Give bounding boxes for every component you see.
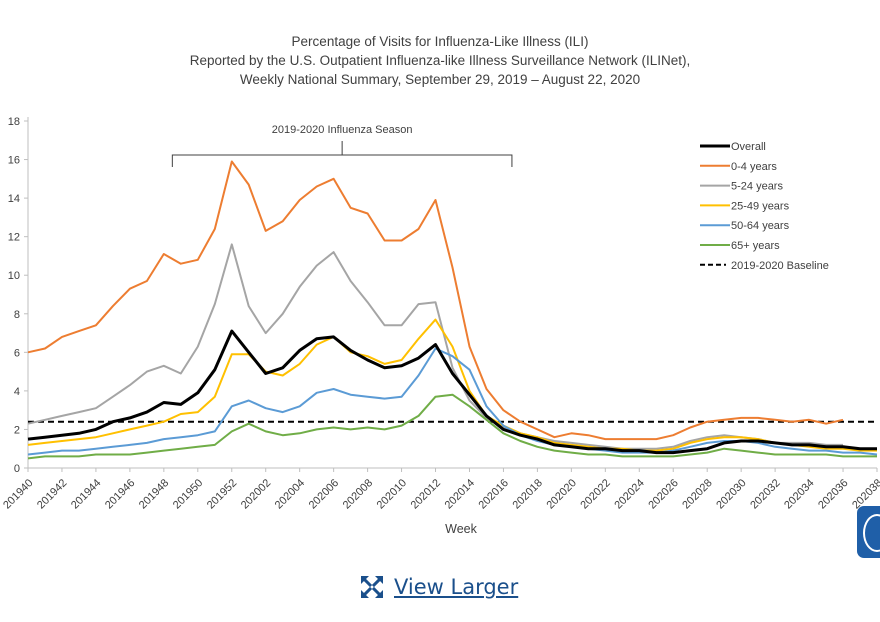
chart-title-line-1: Percentage of Visits for Influenza-Like … bbox=[292, 34, 589, 49]
legend-label-overall: Overall bbox=[731, 141, 766, 153]
x-tick-label: 201944 bbox=[69, 477, 103, 511]
legend-label-0-4-years: 0-4 years bbox=[731, 161, 777, 173]
x-tick-label: 201940 bbox=[1, 477, 35, 511]
y-tick-label: 4 bbox=[14, 386, 20, 398]
x-tick-label: 202024 bbox=[612, 477, 646, 511]
x-tick-label: 201942 bbox=[35, 477, 69, 511]
x-tick-label: 202006 bbox=[307, 477, 341, 511]
x-tick-label: 202014 bbox=[443, 477, 477, 511]
y-tick-label: 14 bbox=[8, 193, 20, 205]
x-tick-label: 202020 bbox=[544, 477, 578, 511]
y-tick-label: 12 bbox=[8, 232, 20, 244]
expand-arrows-icon bbox=[360, 575, 384, 599]
x-tick-label: 201950 bbox=[171, 477, 205, 511]
chart-title-line-2: Reported by the U.S. Outpatient Influenz… bbox=[190, 53, 690, 68]
ili-chart: Percentage of Visits for Influenza-Like … bbox=[1, 34, 880, 536]
x-tick-label: 201946 bbox=[103, 477, 137, 511]
legend-label-50-64-years: 50-64 years bbox=[731, 220, 790, 232]
x-tick-label: 201952 bbox=[205, 477, 239, 511]
y-tick-label: 8 bbox=[14, 309, 20, 321]
x-tick-label: 201948 bbox=[137, 477, 171, 511]
y-tick-label: 18 bbox=[8, 116, 20, 128]
view-larger-link[interactable]: View Larger bbox=[360, 572, 518, 602]
x-tick-label: 202022 bbox=[578, 477, 612, 511]
y-tick-label: 2 bbox=[14, 424, 20, 436]
view-larger-label: View Larger bbox=[394, 575, 519, 599]
chart-legend: Overall 0-4 years 5-24 years 25-49 years 50-… bbox=[700, 141, 829, 272]
legend-label-25-49-years: 25-49 years bbox=[731, 200, 790, 212]
season-bracket bbox=[171, 141, 513, 167]
x-tick-label: 202016 bbox=[477, 477, 511, 511]
x-tick-label: 202036 bbox=[816, 477, 850, 511]
x-axis-label: Week bbox=[445, 522, 477, 536]
x-tick-label: 202002 bbox=[239, 477, 273, 511]
series-line-0-4-years bbox=[27, 160, 844, 441]
series-line-overall bbox=[27, 329, 877, 455]
x-tick-label: 202034 bbox=[782, 477, 816, 511]
x-tick-label: 202010 bbox=[375, 477, 409, 511]
y-tick-label: 16 bbox=[8, 155, 20, 167]
x-tick-label: 202008 bbox=[341, 477, 375, 511]
chart-title-line-3: Weekly National Summary, September 29, 2… bbox=[240, 72, 640, 87]
season-annotation-label: 2019-2020 Influenza Season bbox=[272, 124, 413, 136]
x-tick-label: 202004 bbox=[273, 477, 307, 511]
x-tick-label: 202026 bbox=[646, 477, 680, 511]
y-tick-label: 10 bbox=[8, 270, 20, 282]
cdc-badge-icon[interactable] bbox=[857, 506, 880, 558]
x-tick-label: 202012 bbox=[409, 477, 443, 511]
x-tick-label: 202030 bbox=[714, 477, 748, 511]
y-tick-label: 0 bbox=[14, 463, 20, 475]
legend-label-2019-2020-baseline: 2019-2020 Baseline bbox=[731, 260, 829, 272]
series-line-25-49-years bbox=[27, 318, 877, 452]
x-tick-label: 202028 bbox=[680, 477, 714, 511]
x-tick-label: 202032 bbox=[748, 477, 782, 511]
series-line-65-years bbox=[27, 393, 877, 460]
badge-ring bbox=[863, 514, 880, 552]
legend-label-65-years: 65+ years bbox=[731, 240, 780, 252]
chart-title: Percentage of Visits for Influenza-Like … bbox=[190, 34, 690, 87]
y-tick-label: 6 bbox=[14, 347, 20, 359]
x-tick-label: 202018 bbox=[511, 477, 545, 511]
series-line-5-24-years bbox=[27, 243, 843, 450]
legend-label-5-24-years: 5-24 years bbox=[731, 181, 783, 193]
